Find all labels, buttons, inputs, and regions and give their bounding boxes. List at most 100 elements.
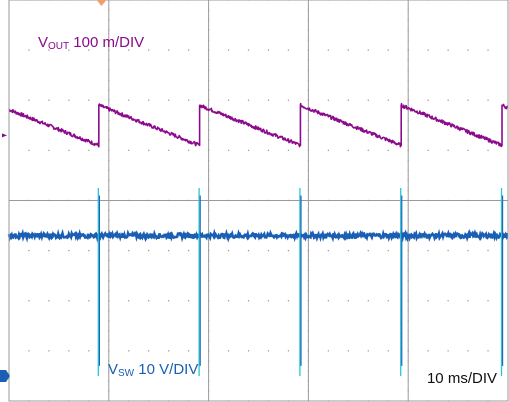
grid-dot xyxy=(327,350,330,352)
grid-dot xyxy=(108,209,110,212)
grid-dot xyxy=(128,49,130,51)
grid-dot xyxy=(88,49,90,51)
grid-dot xyxy=(307,269,310,272)
grid-dot xyxy=(407,199,409,202)
grid-dot xyxy=(108,149,110,152)
grid-dot xyxy=(108,119,110,122)
grid-dot xyxy=(207,269,210,272)
grid-dot xyxy=(307,199,310,202)
grid-dot xyxy=(108,340,110,342)
grid-dot xyxy=(28,149,30,152)
grid-dot xyxy=(28,199,30,202)
grid-dot xyxy=(247,149,250,152)
grid-dot xyxy=(407,290,409,292)
grid-dot xyxy=(108,169,110,172)
grid-dot xyxy=(487,350,489,352)
grid-dot xyxy=(367,149,369,152)
grid-dot xyxy=(108,89,110,91)
grid-dot xyxy=(68,49,70,51)
grid-dot xyxy=(187,249,190,252)
grid-dot xyxy=(167,99,170,101)
grid-dot xyxy=(148,199,150,202)
grid-dot xyxy=(367,99,369,101)
grid-dot xyxy=(407,390,409,392)
grid-dot xyxy=(407,139,409,142)
grid-dot xyxy=(108,69,110,71)
grid-dot xyxy=(207,259,210,262)
grid-dot xyxy=(227,199,230,202)
grid-dot xyxy=(307,330,310,332)
grid-dot xyxy=(207,9,210,11)
vout-scale-text: 100 m/DIV xyxy=(69,34,144,51)
grid-dot xyxy=(88,199,90,202)
grid-dot xyxy=(407,219,409,222)
grid-dot xyxy=(447,149,449,152)
grid-dot xyxy=(207,189,210,192)
grid-dot xyxy=(148,99,150,101)
grid-dot xyxy=(487,300,489,302)
grid-dot xyxy=(207,350,210,352)
grid-dot xyxy=(267,99,270,101)
grid-dot xyxy=(407,280,409,282)
grid-dot xyxy=(347,99,350,101)
grid-dot xyxy=(427,249,429,252)
grid-dot xyxy=(307,99,310,101)
grid-dot xyxy=(307,89,310,91)
grid-dot xyxy=(347,300,350,302)
grid-dot xyxy=(367,249,369,252)
grid-dot xyxy=(287,300,290,302)
grid-dot xyxy=(207,229,210,232)
grid-dot xyxy=(307,350,310,352)
grid-dot xyxy=(467,99,469,101)
trigger-position-marker xyxy=(96,0,107,6)
grid-dot xyxy=(108,19,110,21)
grid-dot xyxy=(447,99,449,101)
grid-dot xyxy=(307,179,310,182)
grid-dot xyxy=(148,350,150,352)
grid-dot xyxy=(307,9,310,11)
grid-dot xyxy=(108,330,110,332)
grid-dot xyxy=(48,99,50,101)
grid-dot xyxy=(207,99,210,101)
grid-dot xyxy=(207,300,210,302)
grid-dot xyxy=(407,189,409,192)
grid-dot xyxy=(88,99,90,101)
vsw-scale-text: 10 V/DIV xyxy=(134,361,198,378)
grid-dot xyxy=(427,99,429,101)
grid-dot xyxy=(227,350,230,352)
grid-dot xyxy=(347,350,350,352)
grid-dot xyxy=(108,159,110,162)
grid-dot xyxy=(407,29,409,31)
grid-dot xyxy=(48,300,50,302)
grid-dot xyxy=(367,350,369,352)
grid-dot xyxy=(128,199,130,202)
grid-dot xyxy=(327,199,330,202)
grid-dot xyxy=(467,249,469,252)
vout-ground-marker xyxy=(2,133,7,138)
vout-label-main: V xyxy=(38,34,48,51)
grid-dot xyxy=(207,249,210,252)
grid-dot xyxy=(207,280,210,282)
grid-dot xyxy=(28,99,30,101)
grid-dot xyxy=(108,39,110,41)
grid-dot xyxy=(307,280,310,282)
grid-dot xyxy=(467,149,469,152)
grid-dot xyxy=(88,300,90,302)
grid-dot xyxy=(307,239,310,242)
grid-dot xyxy=(227,249,230,252)
grid-dot xyxy=(307,290,310,292)
grid-dot xyxy=(307,29,310,31)
grid-dot xyxy=(187,99,190,101)
grid-dot xyxy=(28,49,30,51)
grid-dot xyxy=(307,119,310,122)
grid-dot xyxy=(48,350,50,352)
vsw-series-line xyxy=(7,228,509,243)
grid-dot xyxy=(387,249,389,252)
grid-dot xyxy=(207,79,210,81)
plot-border xyxy=(8,0,509,402)
grid-dot xyxy=(327,99,330,101)
grid-dot xyxy=(207,219,210,222)
grid-dot xyxy=(108,290,110,292)
grid-dot xyxy=(307,340,310,342)
grid-dot xyxy=(387,149,389,152)
